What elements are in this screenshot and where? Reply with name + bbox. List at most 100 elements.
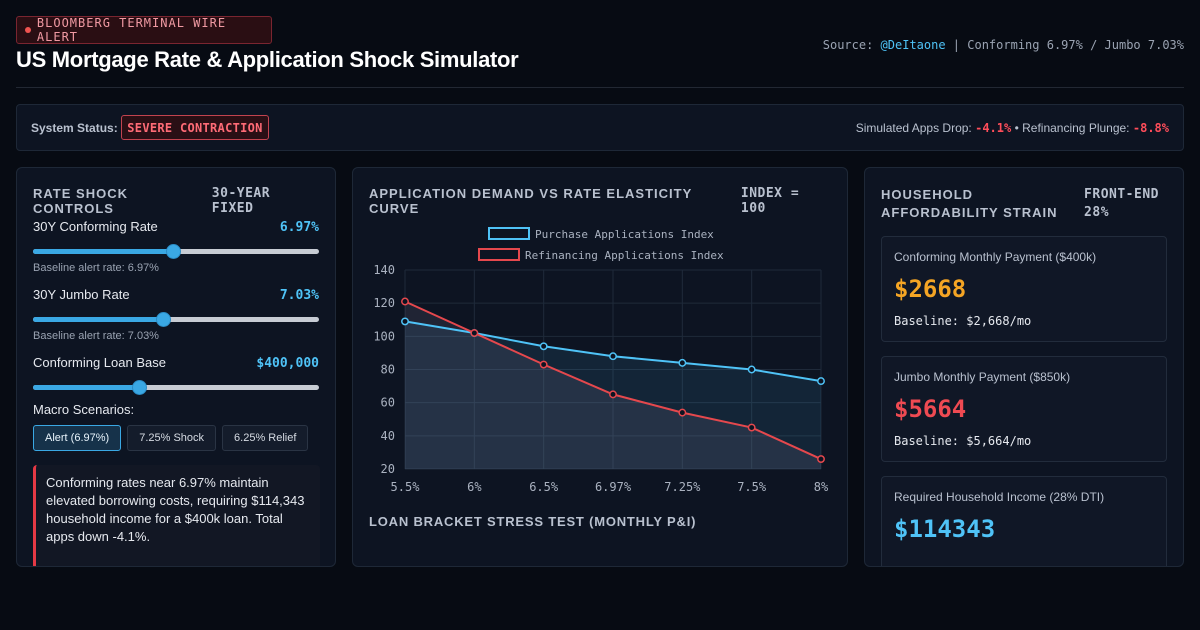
- elasticity-line-chart: 20 40 60 80 100 120 140 5.5% 6% 6.5% 6.97% 7.25% 7.5…: [373, 227, 829, 494]
- x-tick-label: 6%: [467, 480, 482, 494]
- slider-fill: [33, 385, 139, 390]
- data-point: [609, 390, 617, 399]
- wire-alert-badge: BLOOMBERG TERMINAL WIRE ALERT: [16, 16, 272, 44]
- y-tick-label: 100: [373, 329, 395, 343]
- header: BLOOMBERG TERMINAL WIRE ALERT US Mortgag…: [16, 16, 1184, 88]
- conforming-rate-value: 6.97%: [279, 220, 319, 235]
- slider-thumb[interactable]: [156, 312, 172, 327]
- data-point: [747, 423, 756, 432]
- loan-base-slider[interactable]: [33, 380, 319, 395]
- status-bar: System Status: SEVERE CONTRACTION Simula…: [16, 104, 1184, 151]
- data-point: [401, 317, 409, 326]
- macro-scenarios-label: Macro Scenarios:: [33, 402, 135, 417]
- conforming-rate-slider[interactable]: [33, 244, 319, 259]
- y-tick-label: 60: [381, 396, 395, 410]
- jumbo-rate-slider-block: 30Y Jumbo Rate 7.03% Baseline alert rate…: [33, 287, 319, 342]
- jumbo-payment-card: Jumbo Monthly Payment ($850k) $5664 Base…: [881, 356, 1167, 462]
- status-metrics: Simulated Apps Drop: -4.1% • Refinancing…: [856, 121, 1169, 135]
- scenario-alert-button[interactable]: Alert (6.97%): [33, 425, 122, 451]
- series-area-1: [405, 301, 821, 469]
- demand-elasticity-panel: APPLICATION DEMAND VS RATE ELASTICITY CU…: [352, 167, 848, 567]
- status-badge: SEVERE CONTRACTION: [121, 115, 269, 140]
- scenario-shock-button[interactable]: 7.25% Shock: [127, 425, 217, 451]
- jumbo-baseline: Baseline: $5,664/mo: [894, 434, 1032, 448]
- affordability-title-line2: AFFORDABILITY STRAIN: [881, 205, 1058, 220]
- wire-alert-text: BLOOMBERG TERMINAL WIRE ALERT: [36, 16, 227, 44]
- metrics-separator: •: [1011, 121, 1023, 135]
- affordability-tag-line1: FRONT-END: [1084, 187, 1159, 202]
- y-tick-label: 80: [381, 363, 395, 377]
- affordability-header: HOUSEHOLD AFFORDABILITY STRAIN FRONT-END…: [881, 186, 1167, 222]
- jumbo-baseline-note: Baseline alert rate: 7.03%: [33, 330, 159, 342]
- loan-base-label: Conforming Loan Base: [33, 355, 166, 370]
- y-tick-label: 120: [373, 296, 395, 310]
- source-prefix: Source:: [822, 38, 881, 52]
- jumbo-rate-label: 30Y Jumbo Rate: [33, 287, 130, 302]
- slider-fill: [33, 249, 174, 254]
- x-tick-label: 7.5%: [737, 480, 767, 494]
- controls-tag: 30-YEAR FIXED: [211, 186, 271, 216]
- data-point: [747, 365, 756, 374]
- conforming-payment-value: $2668: [894, 275, 967, 303]
- data-point: [678, 408, 687, 417]
- alert-dot-icon: [25, 27, 31, 33]
- data-point: [401, 297, 409, 306]
- data-point: [539, 360, 548, 369]
- affordability-tag: FRONT-END 28%: [1084, 186, 1159, 222]
- data-point: [817, 455, 825, 464]
- affordability-tag-line2: 28%: [1084, 205, 1110, 220]
- affordability-panel: HOUSEHOLD AFFORDABILITY STRAIN FRONT-END…: [864, 167, 1184, 567]
- y-tick-label: 140: [373, 263, 395, 277]
- card-label: Conforming Monthly Payment ($400k): [894, 250, 1097, 264]
- x-tick-label: 8%: [814, 480, 829, 494]
- x-tick-label: 6.5%: [529, 480, 559, 494]
- data-point: [678, 358, 687, 367]
- data-point: [470, 329, 479, 337]
- chart-title: APPLICATION DEMAND VS RATE ELASTICITY CU…: [369, 186, 693, 216]
- y-tick-label: 20: [381, 462, 395, 476]
- chart-header: APPLICATION DEMAND VS RATE ELASTICITY CU…: [369, 186, 831, 216]
- apps-drop-label: Simulated Apps Drop:: [855, 121, 972, 135]
- controls-title: RATE SHOCK CONTROLS: [33, 186, 128, 216]
- source-handle-link[interactable]: @DeItaone: [880, 38, 946, 52]
- loan-bracket-title: LOAN BRACKET STRESS TEST (MONTHLY P&I): [369, 514, 697, 529]
- legend-label-0: Purchase Applications Index: [535, 228, 714, 241]
- conforming-rate-slider-block: 30Y Conforming Rate 6.97% Baseline alert…: [33, 219, 319, 274]
- card-label: Jumbo Monthly Payment ($850k): [894, 370, 1071, 384]
- loan-base-value: $400,000: [256, 356, 319, 371]
- legend-label-1: Refinancing Applications Index: [525, 249, 724, 262]
- refi-plunge-value: -8.8%: [1132, 121, 1169, 135]
- chart-tag: INDEX = 100: [740, 186, 800, 216]
- affordability-title: HOUSEHOLD AFFORDABILITY STRAIN: [881, 186, 1057, 222]
- controls-header: RATE SHOCK CONTROLS 30-YEAR FIXED: [33, 186, 319, 216]
- conforming-baseline-note: Baseline alert rate: 6.97%: [33, 262, 159, 274]
- x-tick-label: 5.5%: [391, 480, 421, 494]
- conforming-rate-label: 30Y Conforming Rate: [33, 219, 158, 234]
- apps-drop-value: -4.1%: [975, 121, 1012, 135]
- refi-plunge-label: Refinancing Plunge:: [1022, 121, 1130, 135]
- x-tick-label: 6.97%: [595, 480, 632, 494]
- source-line: Source: @DeItaone | Conforming 6.97% / J…: [823, 38, 1184, 52]
- scenario-alert-message: Conforming rates near 6.97% maintain ele…: [33, 465, 320, 566]
- scenario-buttons: Alert (6.97%) 7.25% Shock 6.25% Relief: [33, 425, 309, 451]
- rate-shock-controls-panel: RATE SHOCK CONTROLS 30-YEAR FIXED 30Y Co…: [16, 167, 336, 567]
- slider-fill: [33, 317, 164, 322]
- page-title: US Mortgage Rate & Application Shock Sim…: [16, 47, 519, 72]
- slider-thumb[interactable]: [166, 244, 182, 259]
- source-rates: | Conforming 6.97% / Jumbo 7.03%: [945, 38, 1184, 52]
- data-point: [539, 342, 548, 351]
- y-tick-label: 40: [381, 429, 395, 443]
- status-label: System Status:: [31, 121, 118, 135]
- legend-swatch-1: [478, 248, 520, 261]
- jumbo-rate-slider[interactable]: [33, 312, 319, 327]
- jumbo-rate-value: 7.03%: [279, 288, 319, 303]
- conforming-baseline: Baseline: $2,668/mo: [894, 314, 1032, 328]
- slider-thumb[interactable]: [131, 380, 147, 395]
- required-income-card: Required Household Income (28% DTI) $114…: [881, 476, 1167, 566]
- data-point: [609, 352, 617, 361]
- data-point: [817, 377, 825, 386]
- loan-base-slider-block: Conforming Loan Base $400,000: [33, 355, 319, 395]
- scenario-relief-button[interactable]: 6.25% Relief: [222, 425, 309, 451]
- affordability-title-line1: HOUSEHOLD: [881, 187, 974, 202]
- conforming-payment-card: Conforming Monthly Payment ($400k) $2668…: [881, 236, 1167, 342]
